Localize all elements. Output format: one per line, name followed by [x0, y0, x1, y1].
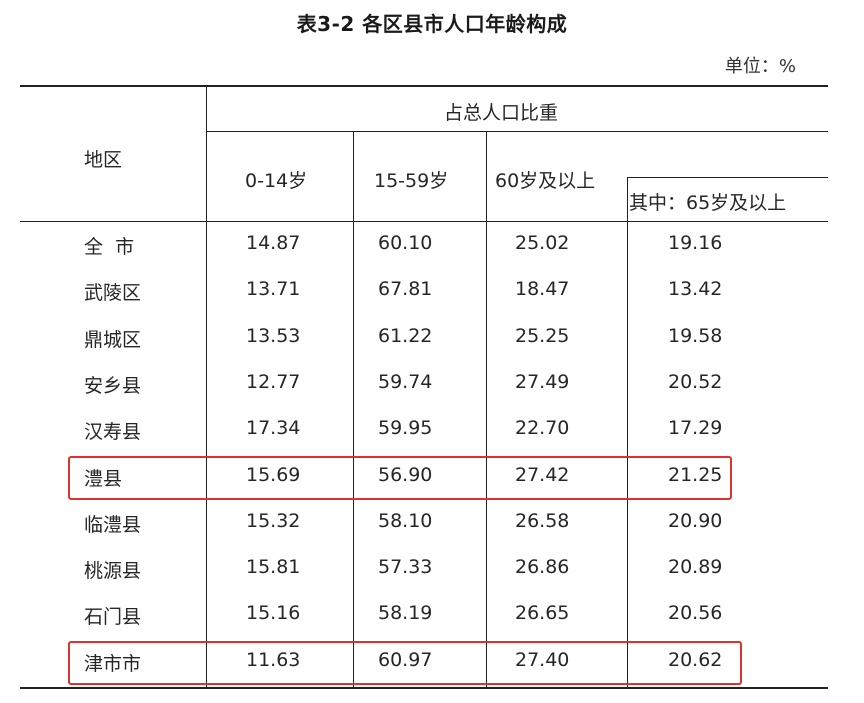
table-title: 表3-2 各区县市人口年龄构成	[296, 12, 568, 36]
row-value-col4: 20.52	[668, 371, 723, 393]
row-value-col2: 58.10	[378, 510, 433, 532]
row-value-col1: 15.81	[246, 556, 301, 578]
row-value-col1: 17.34	[246, 417, 301, 439]
row-value-col1: 15.16	[246, 602, 301, 624]
row-region-name: 鼎城区	[84, 329, 142, 351]
sub-header-rule	[628, 177, 828, 178]
highlight-box	[68, 456, 732, 500]
row-value-col4: 19.58	[668, 325, 723, 347]
header-age-0-14: 0-14岁	[245, 170, 308, 192]
row-value-col2: 56.90	[378, 464, 433, 486]
row-value-col4: 20.90	[668, 510, 723, 532]
row-value-col2: 57.33	[378, 556, 433, 578]
top-rule	[20, 85, 828, 87]
row-region-name: 安乡县	[84, 375, 142, 397]
row-region-name: 临澧县	[84, 514, 142, 536]
row-value-col1: 13.53	[246, 325, 301, 347]
column-divider-3	[627, 177, 628, 688]
row-value-col3: 26.86	[515, 556, 570, 578]
region-column-divider	[206, 86, 207, 688]
row-value-col1: 14.87	[246, 232, 301, 254]
header-region: 地区	[84, 149, 123, 171]
row-region-name: 汉寿县	[84, 421, 142, 443]
row-value-col4: 21.25	[668, 464, 723, 486]
row-value-col3: 22.70	[515, 417, 570, 439]
row-value-col1: 15.69	[246, 464, 301, 486]
highlight-box	[68, 641, 742, 685]
header-age-15-59: 15-59岁	[374, 170, 449, 192]
header-bottom-rule	[20, 221, 828, 222]
row-value-col4: 20.56	[668, 602, 723, 624]
row-value-col1: 11.63	[246, 649, 301, 671]
header-group: 占总人口比重	[444, 102, 559, 124]
row-value-col2: 59.95	[378, 417, 433, 439]
row-value-col3: 27.42	[515, 464, 570, 486]
bottom-rule	[20, 687, 828, 689]
row-value-col1: 13.71	[246, 278, 301, 300]
header-age-65-plus: 其中：65岁及以上	[629, 192, 787, 214]
row-value-col3: 27.40	[515, 649, 570, 671]
row-value-col2: 67.81	[378, 278, 433, 300]
row-value-col2: 59.74	[378, 371, 433, 393]
row-value-col2: 61.22	[378, 325, 433, 347]
row-value-col3: 25.25	[515, 325, 570, 347]
header-age-60-plus: 60岁及以上	[495, 170, 596, 192]
row-region-name: 津市市	[84, 653, 142, 675]
row-value-col3: 18.47	[515, 278, 570, 300]
group-header-rule	[206, 131, 828, 132]
row-value-col3: 27.49	[515, 371, 570, 393]
row-region-name: 澧县	[84, 468, 123, 490]
row-value-col4: 17.29	[668, 417, 723, 439]
column-divider-2	[486, 131, 487, 688]
row-region-name: 石门县	[84, 606, 142, 628]
row-value-col4: 13.42	[668, 278, 723, 300]
column-divider-1	[353, 131, 354, 688]
row-value-col4: 19.16	[668, 232, 723, 254]
row-region-name: 桃源县	[84, 560, 142, 582]
row-value-col4: 20.89	[668, 556, 723, 578]
row-value-col1: 15.32	[246, 510, 301, 532]
row-value-col1: 12.77	[246, 371, 301, 393]
unit-label: 单位：%	[724, 56, 796, 77]
row-value-col2: 60.97	[378, 649, 433, 671]
row-value-col2: 60.10	[378, 232, 433, 254]
row-value-col3: 26.65	[515, 602, 570, 624]
row-value-col3: 26.58	[515, 510, 570, 532]
row-region-name: 武陵区	[84, 282, 142, 304]
row-value-col3: 25.02	[515, 232, 570, 254]
row-region-name: 全 市	[84, 236, 135, 258]
row-value-col4: 20.62	[668, 649, 723, 671]
row-value-col2: 58.19	[378, 602, 433, 624]
